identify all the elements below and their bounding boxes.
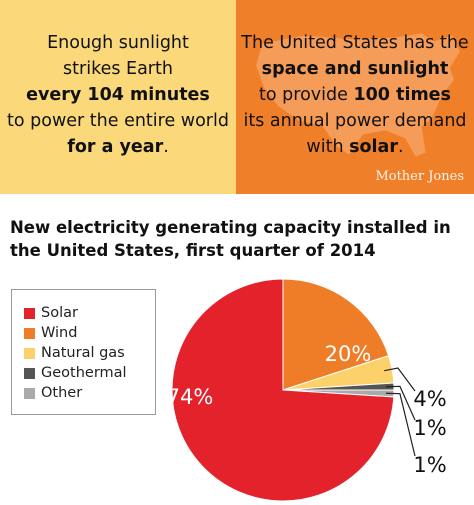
- left-fact-text-segment: to power the entire world: [7, 111, 229, 131]
- legend-item-wind: Wind: [24, 323, 77, 343]
- left-fact-line: to power the entire world: [0, 108, 236, 134]
- left-fact-text-segment: Enough sunlight: [47, 33, 189, 53]
- legend-swatch: [24, 327, 35, 339]
- right-fact-text-segment: .: [398, 137, 404, 157]
- data-label-solar: 74%: [167, 385, 214, 409]
- legend-swatch: [24, 307, 35, 319]
- data-label-wind: 20%: [325, 342, 372, 366]
- left-fact-text: Enough sunlight strikes Earth every 104 mi…: [0, 30, 236, 160]
- legend-swatch: [24, 367, 35, 379]
- leader-line: [384, 367, 416, 392]
- data-label-natural-gas: 4%: [413, 387, 446, 411]
- legend-item-other: Other: [24, 383, 82, 403]
- right-fact-line: with solar.: [236, 134, 474, 160]
- left-fact-line: for a year.: [0, 134, 236, 160]
- legend-label: Geothermal: [41, 365, 127, 381]
- legend-item-geothermal: Geothermal: [24, 363, 127, 383]
- left-fact-line: Enough sunlight: [0, 30, 236, 56]
- right-fact-text-segment: to provide: [259, 85, 354, 105]
- chart-title: New electricity generating capacity inst…: [10, 218, 451, 260]
- right-fact-text-segment: its annual power demand: [243, 111, 467, 131]
- leader-line: [385, 385, 416, 421]
- right-fact-line: its annual power demand: [236, 108, 474, 134]
- data-label-geothermal: 1%: [413, 416, 446, 440]
- right-fact-text: The United States has the space and sunli…: [236, 30, 474, 160]
- pie-slice-wind: [282, 278, 390, 391]
- legend-label: Solar: [41, 305, 78, 321]
- usa-map-icon: [256, 33, 460, 157]
- left-fact-text-segment: strikes Earth: [63, 59, 173, 79]
- legend-item-natural-gas: Natural gas: [24, 343, 125, 363]
- right-fact-text-segment: space and sunlight: [261, 59, 449, 79]
- left-fact-line: every 104 minutes: [0, 82, 236, 108]
- legend-label: Other: [41, 385, 83, 401]
- left-fact-text-segment: every 104 minutes: [26, 85, 210, 105]
- left-fact-panel: Enough sunlight strikes Earth every 104 mi…: [0, 0, 236, 194]
- right-fact-line: space and sunlight: [236, 56, 474, 82]
- leader-line: [385, 392, 416, 457]
- legend-label: Wind: [41, 325, 78, 341]
- brand-logo: Mother Jones: [375, 169, 464, 184]
- legend-swatch: [24, 387, 35, 399]
- right-fact-text-segment: 100 times: [353, 85, 451, 105]
- right-fact-text-segment: solar: [349, 137, 398, 157]
- right-fact-line: to provide 100 times: [236, 82, 474, 108]
- right-fact-text-segment: The United States has the: [241, 33, 469, 53]
- legend-swatch: [24, 347, 35, 359]
- chart-legend: Solar Wind Natural gas Geothermal Other: [11, 289, 156, 415]
- left-fact-line: strikes Earth: [0, 56, 236, 82]
- right-fact-panel: The United States has the space and sunli…: [236, 0, 474, 194]
- left-fact-text-segment: for a year: [67, 137, 164, 157]
- data-label-other: 1%: [413, 453, 446, 477]
- legend-label: Natural gas: [41, 345, 125, 361]
- right-fact-text-segment: with: [306, 137, 350, 157]
- pie-slice-solar: [171, 278, 395, 502]
- left-fact-text-segment: .: [163, 137, 169, 157]
- legend-item-solar: Solar: [24, 303, 78, 323]
- right-fact-line: The United States has the: [236, 30, 474, 56]
